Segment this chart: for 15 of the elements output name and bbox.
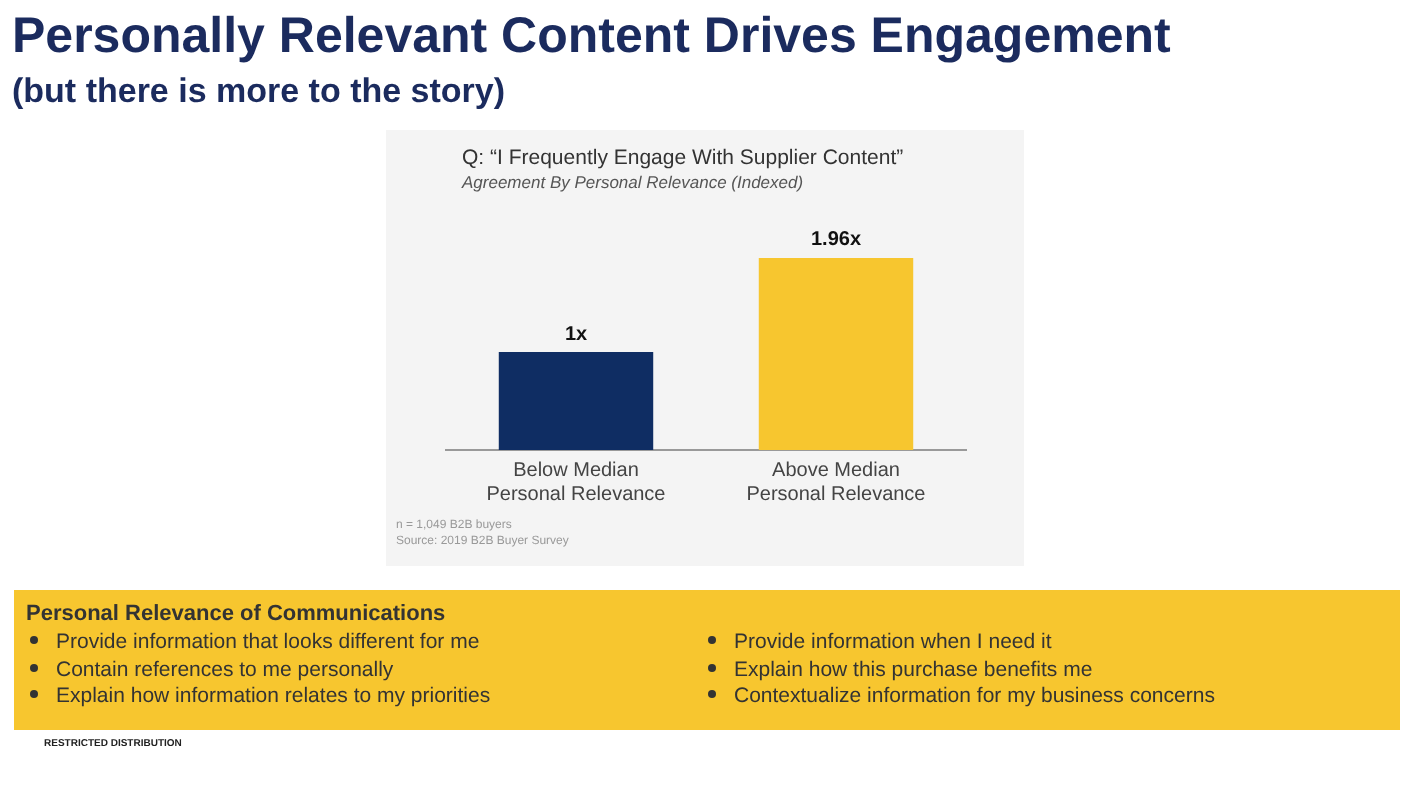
chart-subtitle: (but there is more to the story) xyxy=(12,72,506,112)
text: Explain how information relates to my priorities xyxy=(56,684,491,708)
data-label: 1x xyxy=(564,323,588,346)
text: Explain how this purchase benefits me xyxy=(734,657,1093,681)
text: Contextualize information for my business concerns xyxy=(734,684,1215,708)
text: Q: “I Frequently Engage With Supplier Content” xyxy=(462,146,904,170)
data-label: 1.96x xyxy=(810,229,862,252)
text: Provide information that looks different for me xyxy=(56,630,480,654)
text: Personal Relevance of Communications xyxy=(26,602,446,626)
chart-title: Personally Relevant Content Drives Engagement xyxy=(12,8,1171,66)
x-tick-label: Below Median Personal Relevance xyxy=(486,459,667,506)
text: Agreement By Personal Relevance (Indexed) xyxy=(462,172,804,192)
x-tick-label: Above Median Personal Relevance xyxy=(746,459,927,506)
text: Provide information when I need it xyxy=(734,630,1052,654)
text: Contain references to me personally xyxy=(56,657,394,681)
